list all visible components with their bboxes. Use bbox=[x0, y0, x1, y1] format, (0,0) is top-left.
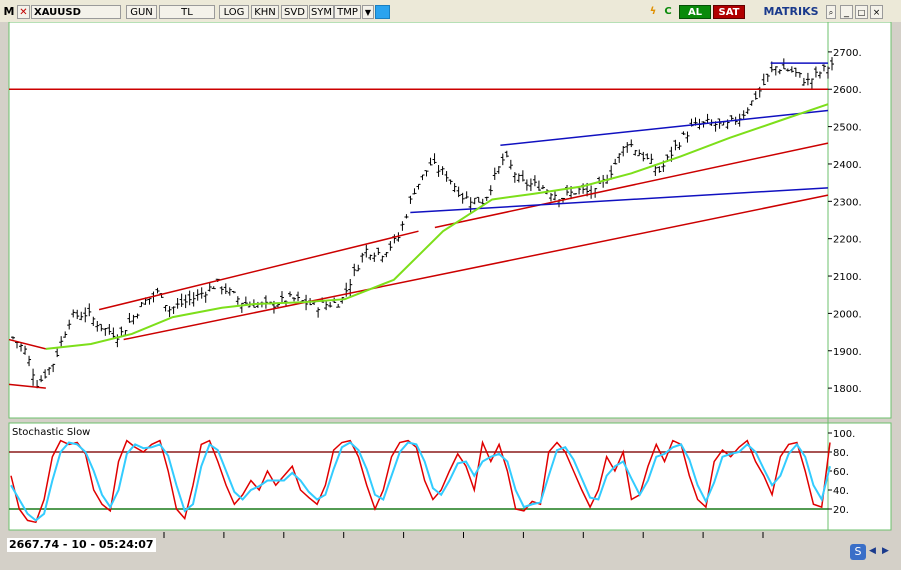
price-axis-label: 2400. bbox=[833, 160, 862, 171]
indicator-axis-label: 80. bbox=[833, 448, 849, 459]
cursor-readout: 2667.74 - 10 - 05:24:07 bbox=[7, 538, 156, 552]
indicator-axis-label: 20. bbox=[833, 505, 849, 516]
price-axis-label: 2000. bbox=[833, 309, 862, 320]
scroll-right-icon[interactable]: ▶ bbox=[882, 546, 889, 556]
minimize-icon[interactable]: _ bbox=[840, 5, 853, 19]
indicator-panel bbox=[8, 422, 892, 531]
close-x-icon[interactable]: ✕ bbox=[17, 5, 30, 19]
trend-line bbox=[8, 338, 47, 350]
price-panel bbox=[8, 22, 892, 419]
price-axis-label: 2100. bbox=[833, 272, 862, 283]
buy-button[interactable]: AL bbox=[679, 5, 711, 19]
close-window-icon[interactable]: × bbox=[870, 5, 883, 19]
stochastic-d-line bbox=[10, 441, 831, 522]
button-svd[interactable]: SVD bbox=[281, 5, 308, 19]
chart-toolbar: M ✕ XAUUSD GUN TL LOG KHN SVD SYM TMP ▼ … bbox=[0, 0, 901, 23]
indicator-axis-label: 60. bbox=[833, 467, 849, 478]
indicator-title: Stochastic Slow bbox=[12, 427, 90, 438]
lightning-icon[interactable]: ϟ bbox=[649, 6, 657, 17]
button-khn[interactable]: KHN bbox=[251, 5, 279, 19]
price-axis-label: 2700. bbox=[833, 48, 862, 59]
brand-logo: MATRIKS bbox=[763, 5, 819, 18]
price-axis-label: 1800. bbox=[833, 384, 862, 395]
status-bar: 2667.74 - 10 - 05:24:07 S ◀ ▶ bbox=[0, 538, 901, 570]
price-axis-label: 1900. bbox=[833, 347, 862, 358]
button-tmp[interactable]: TMP bbox=[334, 5, 361, 19]
price-axis-label: 2500. bbox=[833, 123, 862, 134]
button-gun[interactable]: GUN bbox=[126, 5, 157, 19]
trend-line bbox=[434, 142, 829, 229]
twitter-bird-icon[interactable] bbox=[375, 5, 390, 19]
indicator-axis-label: 100. bbox=[833, 429, 855, 440]
chart-area: 1800. 1900. 2000. 2100. 2200. 2300. 2400. 2500.… bbox=[0, 22, 901, 538]
maximize-icon[interactable]: □ bbox=[855, 5, 868, 19]
button-log[interactable]: LOG bbox=[219, 5, 249, 19]
moving-average-line bbox=[45, 103, 829, 350]
scroll-left-icon[interactable]: ◀ bbox=[869, 546, 876, 556]
search-icon[interactable]: ⌕ bbox=[826, 5, 836, 19]
price-axis-label: 2600. bbox=[833, 85, 862, 96]
trend-line bbox=[500, 109, 829, 147]
button-tl[interactable]: TL bbox=[159, 5, 215, 19]
price-axis-label: 2300. bbox=[833, 197, 862, 208]
trend-line bbox=[98, 230, 419, 311]
symbol-field[interactable]: XAUUSD bbox=[31, 5, 121, 19]
dropdown-arrow-icon[interactable]: ▼ bbox=[362, 5, 374, 19]
sync-icon[interactable]: S bbox=[850, 544, 866, 560]
sell-button[interactable]: SAT bbox=[713, 5, 745, 19]
refresh-icon[interactable]: C bbox=[664, 6, 672, 17]
trend-line bbox=[123, 194, 829, 341]
indicator-axis-label: 40. bbox=[833, 486, 849, 497]
app-logo-icon: M bbox=[3, 5, 15, 18]
price-axis-label: 2200. bbox=[833, 235, 862, 246]
trend-line bbox=[8, 383, 46, 389]
button-sym[interactable]: SYM bbox=[309, 5, 334, 19]
